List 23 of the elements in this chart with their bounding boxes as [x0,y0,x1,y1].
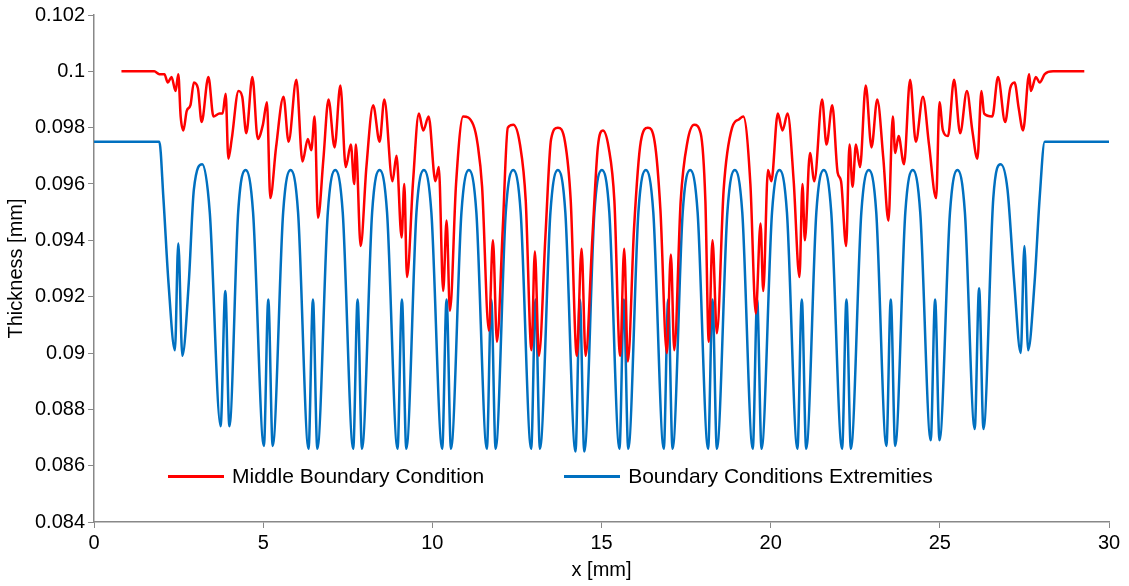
line-series [120,70,1086,363]
y-tick-label: 0.094 [34,227,86,250]
y-tick-label: 0.088 [34,396,86,419]
legend-label: Boundary Conditions Extremities [628,464,933,488]
x-tick-label: 25 [928,530,951,553]
x-tick-label: 10 [421,530,444,553]
x-tick-label: 0 [88,530,100,553]
x-tick-label: 5 [257,530,269,553]
x-tick-label: 20 [759,530,782,553]
x-axis-title: x [mm] [571,557,632,580]
y-tick-label: 0.1 [57,58,86,81]
line-series [94,140,1109,453]
y-tick-label: 0.092 [34,284,86,307]
x-tick-label: 30 [1097,530,1121,553]
y-tick-label: 0.09 [46,340,86,363]
legend-label: Middle Boundary Condition [232,464,485,488]
y-tick-label: 0.086 [34,453,86,476]
y-tick-label: 0.084 [34,509,86,532]
x-tick-label: 15 [590,530,613,553]
y-axis-title: Thickness [mm] [3,198,26,339]
y-tick-label: 0.098 [34,115,86,138]
y-tick-label: 0.096 [34,171,86,194]
y-tick-label: 0.102 [34,2,86,25]
